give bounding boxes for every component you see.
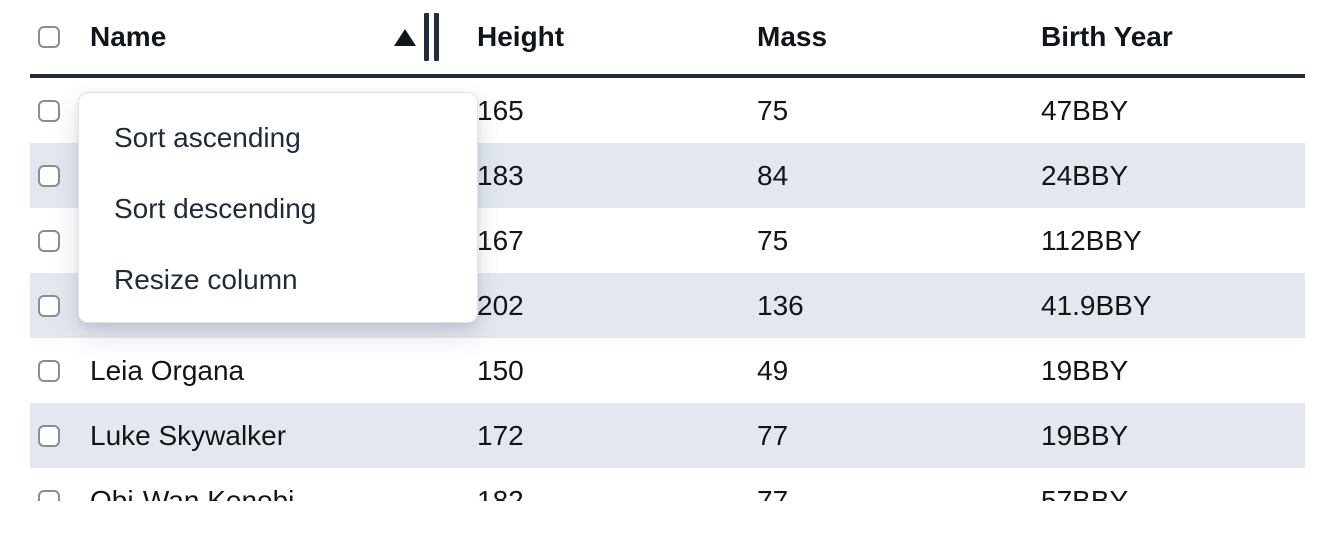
cell-height: 167 <box>477 224 524 256</box>
menu-item-sort-ascending[interactable]: Sort ascending <box>114 121 301 153</box>
table-header-row: Name Height Mass Birth Year <box>30 0 1305 78</box>
column-header-height[interactable]: Height <box>477 21 565 52</box>
cell-name: Luke Skywalker <box>90 419 287 451</box>
checkbox-cell <box>30 164 80 187</box>
cell-height: 183 <box>477 159 524 191</box>
column-header-name: Name <box>80 0 447 74</box>
cell-mass: 136 <box>757 289 804 321</box>
column-header-name-label[interactable]: Name <box>90 21 167 52</box>
cell-birth-year: 19BBY <box>1041 419 1129 451</box>
cell-mass: 77 <box>757 484 789 502</box>
row-checkbox[interactable] <box>38 489 60 501</box>
row-checkbox[interactable] <box>38 164 60 187</box>
table-row[interactable]: 165 75 47BBY <box>30 78 1305 143</box>
table-row[interactable]: Leia Organa 150 49 19BBY <box>30 338 1305 403</box>
checkbox-cell <box>30 424 80 447</box>
row-checkbox[interactable] <box>38 424 60 447</box>
cell-name: Leia Organa <box>90 354 245 386</box>
checkbox-cell <box>30 294 80 317</box>
cell-birth-year: 41.9BBY <box>1041 289 1152 321</box>
checkbox-cell <box>30 229 80 252</box>
cell-height: 150 <box>477 354 524 386</box>
cell-name: Obi-Wan Kenobi <box>90 484 295 502</box>
row-checkbox[interactable] <box>38 359 60 382</box>
cell-height: 165 <box>477 94 524 126</box>
cell-mass: 75 <box>757 224 789 256</box>
sort-ascending-icon[interactable] <box>394 28 416 46</box>
checkbox-cell <box>30 99 80 122</box>
table-row[interactable]: Luke Skywalker 172 77 19BBY <box>30 403 1305 468</box>
column-resize-handle-icon[interactable] <box>424 13 439 61</box>
table-row[interactable]: Obi-Wan Kenobi 182 77 57BBY <box>30 468 1305 501</box>
data-grid-viewport: Name Height Mass Birth Year 165 75 47BBY… <box>30 0 1305 501</box>
cell-mass: 84 <box>757 159 789 191</box>
row-checkbox[interactable] <box>38 99 60 122</box>
cell-birth-year: 19BBY <box>1041 354 1129 386</box>
cell-height: 182 <box>477 484 524 502</box>
cell-mass: 75 <box>757 94 789 126</box>
select-all-checkbox[interactable] <box>38 26 60 48</box>
cell-mass: 77 <box>757 419 789 451</box>
cell-birth-year: 24BBY <box>1041 159 1129 191</box>
menu-item-resize-column[interactable]: Resize column <box>114 263 298 295</box>
cell-birth-year: 112BBY <box>1041 224 1142 256</box>
row-checkbox[interactable] <box>38 294 60 317</box>
cell-height: 172 <box>477 419 524 451</box>
cell-birth-year: 47BBY <box>1041 94 1129 126</box>
checkbox-cell <box>30 359 80 382</box>
column-context-menu: Sort ascending Sort descending Resize co… <box>78 92 478 323</box>
checkbox-cell <box>30 489 80 501</box>
row-checkbox[interactable] <box>38 229 60 252</box>
column-header-birth-year[interactable]: Birth Year <box>1041 21 1173 52</box>
cell-birth-year: 57BBY <box>1041 484 1129 502</box>
cell-mass: 49 <box>757 354 789 386</box>
cell-height: 202 <box>477 289 524 321</box>
table-row[interactable]: 167 75 112BBY <box>30 208 1305 273</box>
select-all-cell <box>30 26 80 48</box>
menu-item-sort-descending[interactable]: Sort descending <box>114 192 317 224</box>
column-header-mass[interactable]: Mass <box>757 21 828 52</box>
